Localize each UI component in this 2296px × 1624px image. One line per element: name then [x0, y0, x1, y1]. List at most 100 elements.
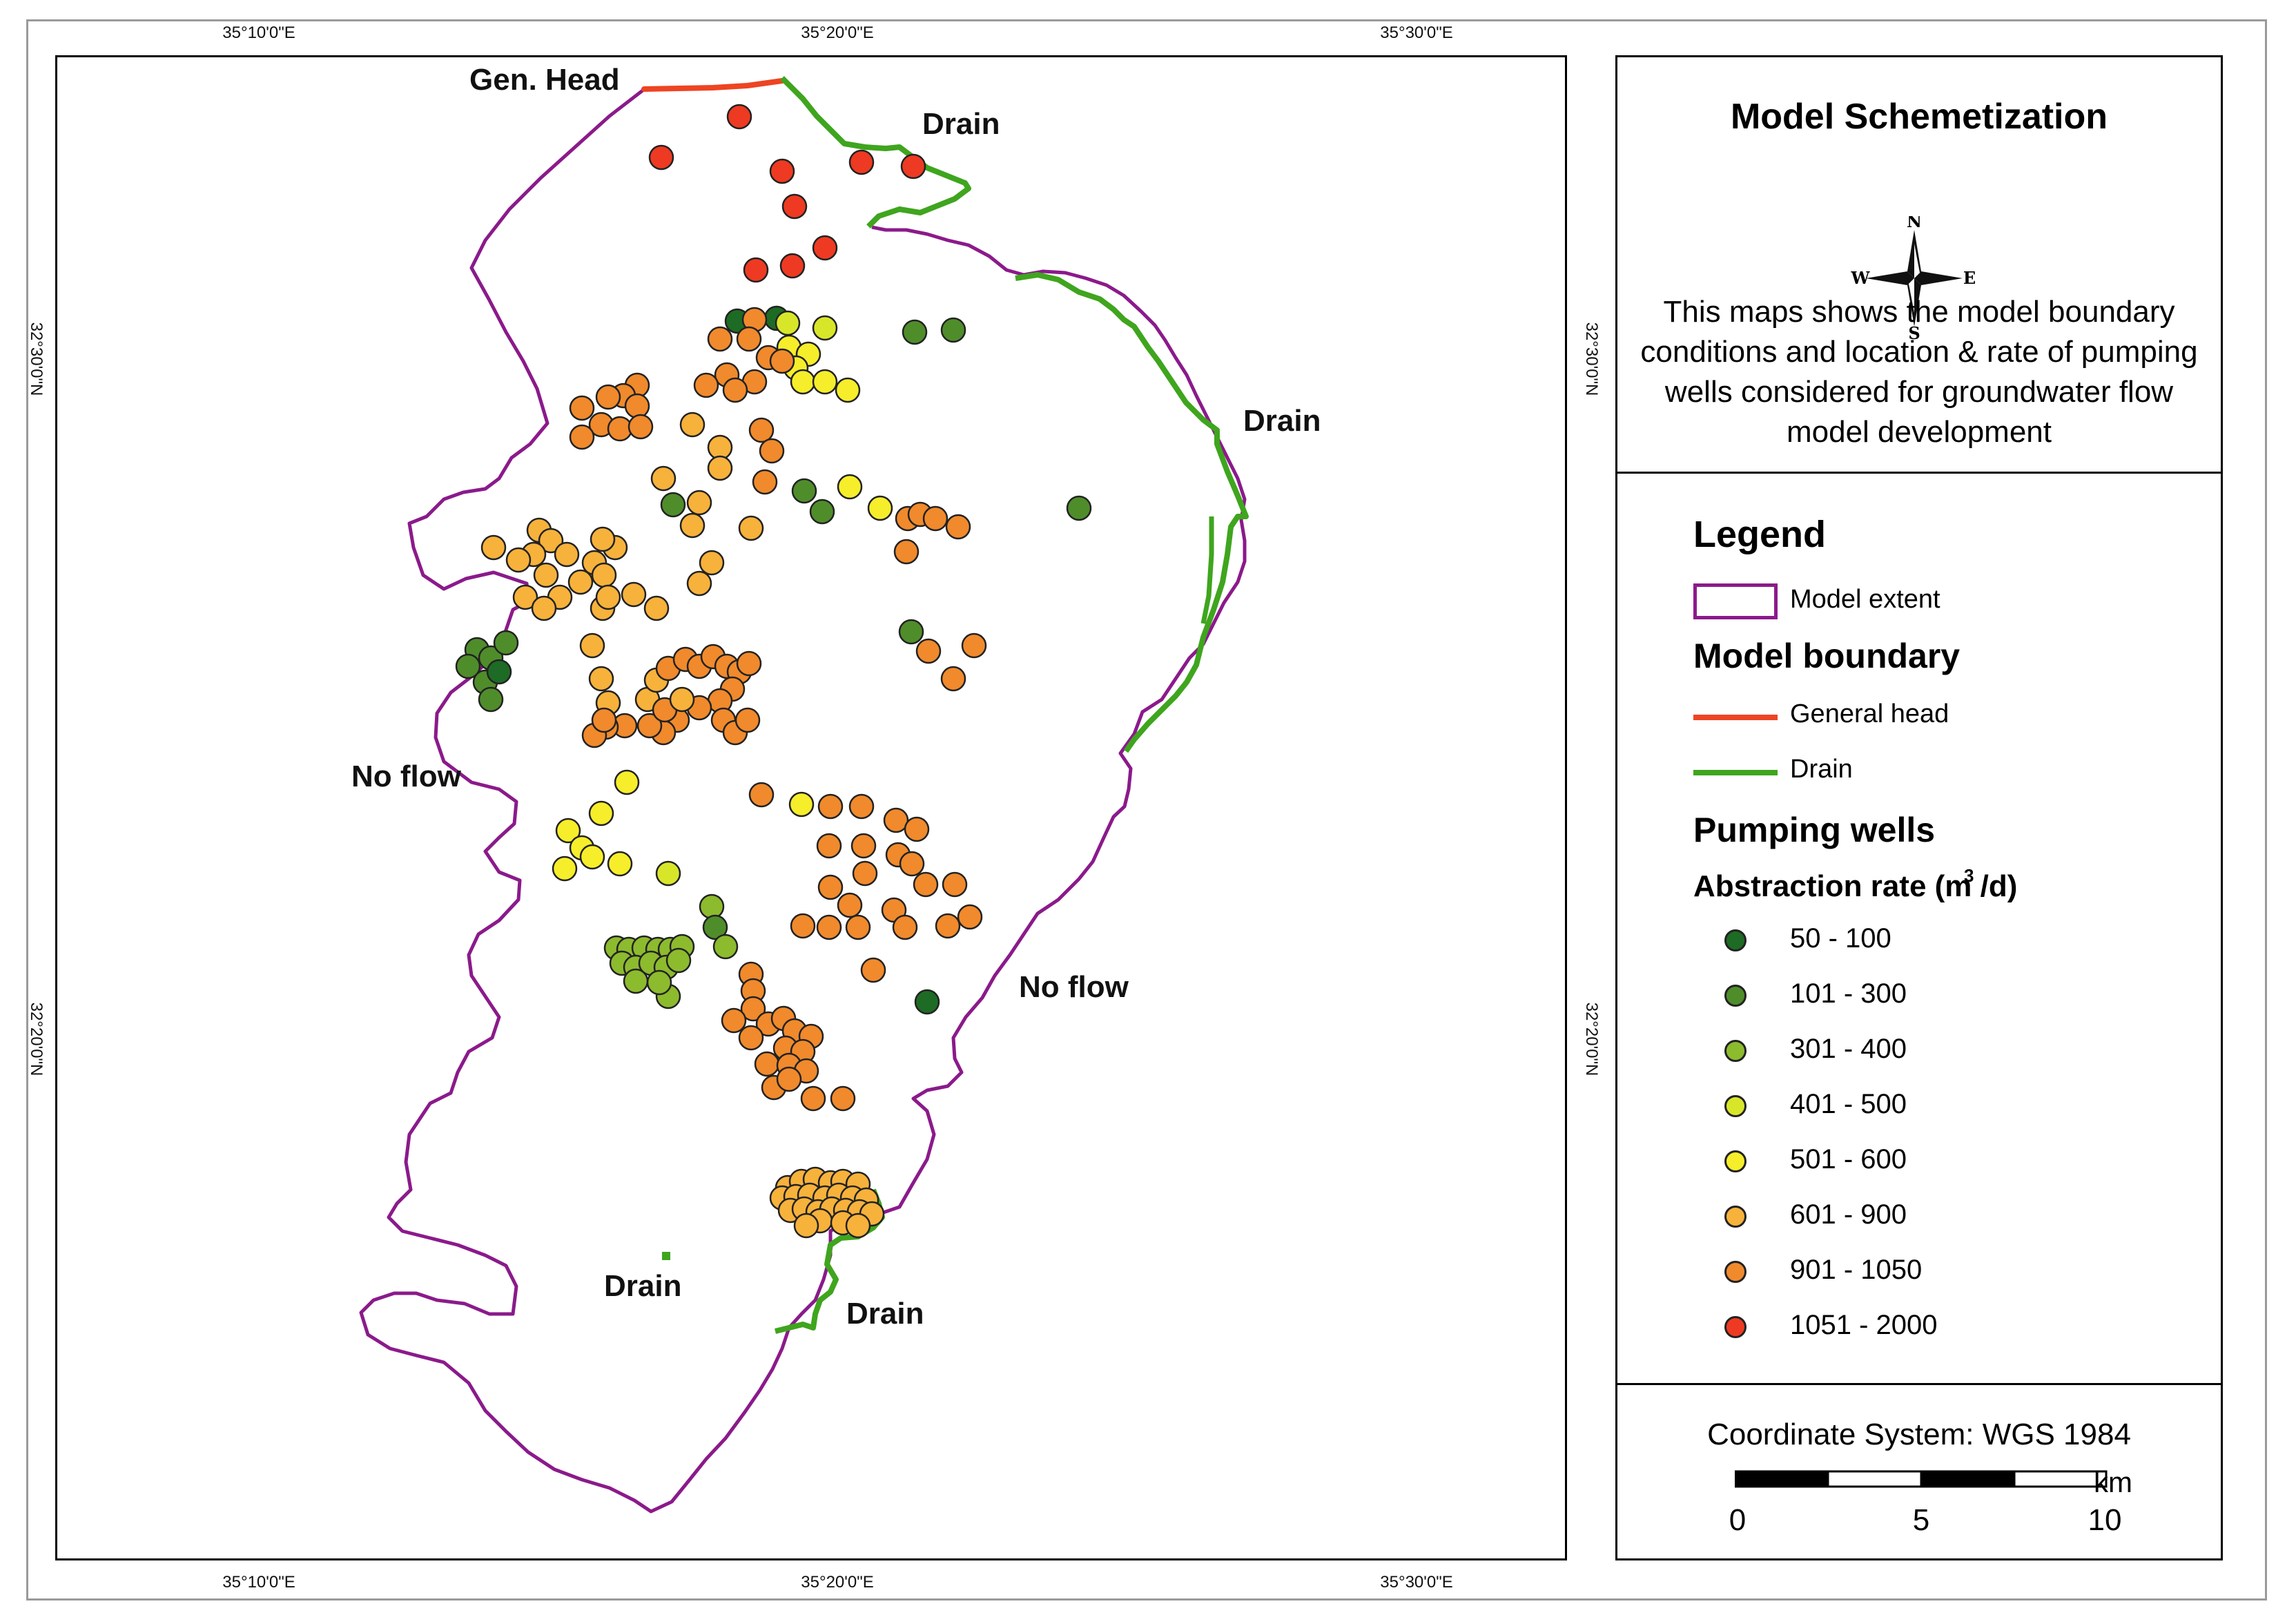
pumping-well — [945, 514, 971, 540]
pumping-well — [624, 393, 650, 419]
pumping-well — [712, 934, 739, 960]
pumping-well — [775, 310, 801, 336]
pumping-well — [607, 851, 633, 877]
tick-top-3: 35°30'0"E — [1380, 23, 1453, 42]
pumping-well — [552, 856, 578, 882]
side-panel: Model Schemetization N S W E This maps s… — [1615, 55, 2223, 1560]
pumping-well — [790, 913, 816, 939]
pumping-well — [845, 914, 871, 940]
model-extent-swatch — [1693, 583, 1778, 619]
panel-title: Model Schemetization — [1730, 97, 2108, 137]
pumping-well — [693, 372, 719, 398]
pumping-well — [816, 914, 842, 940]
pumping-well — [621, 581, 647, 608]
pumping-well — [835, 377, 861, 403]
pumping-well — [623, 968, 649, 994]
rate-class-row: 501 - 600 — [1617, 1141, 2221, 1183]
pumping-well — [614, 769, 640, 795]
tick-right-2: 32°20'0"N — [1582, 1002, 1601, 1076]
pumping-well — [738, 515, 764, 541]
pumping-well — [702, 914, 728, 940]
pumping-well — [812, 235, 838, 261]
pumping-well — [902, 319, 928, 345]
pumping-well — [588, 800, 614, 826]
pumping-well — [1066, 495, 1092, 521]
compass-e: E — [1963, 268, 1976, 288]
pumping-well — [480, 534, 507, 561]
pumping-well — [650, 465, 677, 492]
rate-class-label: 50 - 100 — [1790, 923, 1891, 954]
abstraction-rate-title: Abstraction rate (m /d) — [1693, 869, 2018, 903]
figure-frame — [26, 19, 2267, 1601]
label-no-flow-east: No flow — [1019, 970, 1129, 1004]
rate-class-label: 901 - 1050 — [1790, 1255, 1923, 1285]
pumping-well — [579, 632, 605, 659]
pumping-well — [914, 989, 940, 1015]
tick-right-1: 32°30'0"N — [1582, 322, 1601, 396]
panel-divider-1 — [1617, 472, 2221, 474]
scale-unit: km — [2094, 1466, 2132, 1498]
pumping-well — [538, 528, 564, 554]
general-head-label: General head — [1790, 699, 1949, 728]
drain-point-southwest — [662, 1252, 670, 1260]
pumping-well — [913, 871, 939, 898]
compass-s: S — [1908, 323, 1920, 340]
pumping-well — [569, 395, 595, 421]
panel-description: This maps shows the model boundary condi… — [1640, 295, 2198, 449]
pumping-well — [591, 707, 617, 733]
label-drain-east: Drain — [1243, 404, 1321, 438]
pumping-well — [531, 595, 557, 621]
pumping-well — [754, 1051, 780, 1077]
pumping-well — [961, 632, 987, 659]
north-arrow-icon: N S W E — [1851, 216, 1976, 340]
rate-class-dot — [1724, 985, 1747, 1007]
rate-class-dot — [1724, 1150, 1747, 1172]
pumping-well — [493, 630, 519, 656]
pumping-well — [942, 871, 968, 898]
pumping-well — [776, 1066, 802, 1092]
pumping-well — [779, 253, 806, 279]
pumping-well — [679, 412, 706, 438]
pumping-well — [738, 1025, 764, 1051]
pumping-wells-title: Pumping wells — [1693, 811, 1936, 849]
pumping-well — [567, 569, 594, 595]
label-drain-southwest: Drain — [604, 1269, 682, 1303]
pumping-well — [646, 969, 672, 996]
pumping-well — [736, 326, 762, 352]
pumping-well — [893, 539, 920, 565]
pumping-well — [816, 833, 842, 859]
pumping-well — [860, 957, 886, 983]
pumping-well — [679, 512, 706, 539]
rate-class-row: 101 - 300 — [1617, 976, 2221, 1017]
pumping-well — [769, 348, 795, 374]
rate-class-row: 301 - 400 — [1617, 1031, 2221, 1072]
rate-class-dot — [1724, 1261, 1747, 1283]
pumping-well — [455, 653, 481, 679]
pumping-well — [648, 144, 674, 171]
pumping-well — [590, 526, 616, 552]
rate-class-dot — [1724, 1316, 1747, 1338]
pumping-well — [740, 996, 766, 1022]
pumping-well — [812, 369, 838, 395]
scale-label-0: 0 — [1729, 1503, 1747, 1537]
tick-left-1: 32°30'0"N — [27, 322, 46, 396]
pumping-well — [726, 104, 752, 130]
pumping-well — [759, 438, 785, 464]
map-canvas — [359, 76, 1249, 1514]
pumping-well — [736, 650, 762, 677]
pumping-well — [837, 474, 863, 500]
drain-swatch — [1693, 770, 1778, 775]
rate-class-label: 101 - 300 — [1790, 978, 1907, 1009]
pumping-well — [486, 659, 512, 685]
pumping-well — [743, 257, 769, 283]
pumping-well — [837, 892, 863, 918]
label-no-flow-west: No flow — [351, 760, 461, 793]
pumping-well — [845, 1212, 871, 1239]
pumping-well — [817, 874, 844, 900]
pumping-well — [848, 149, 875, 175]
pumping-well — [809, 499, 835, 525]
map-frame: Gen. Head Drain Drain No flow No flow Dr… — [55, 55, 1567, 1560]
tick-bottom-2: 35°20'0"E — [801, 1573, 874, 1592]
pumping-well — [686, 490, 712, 516]
compass-w: W — [1851, 268, 1871, 288]
